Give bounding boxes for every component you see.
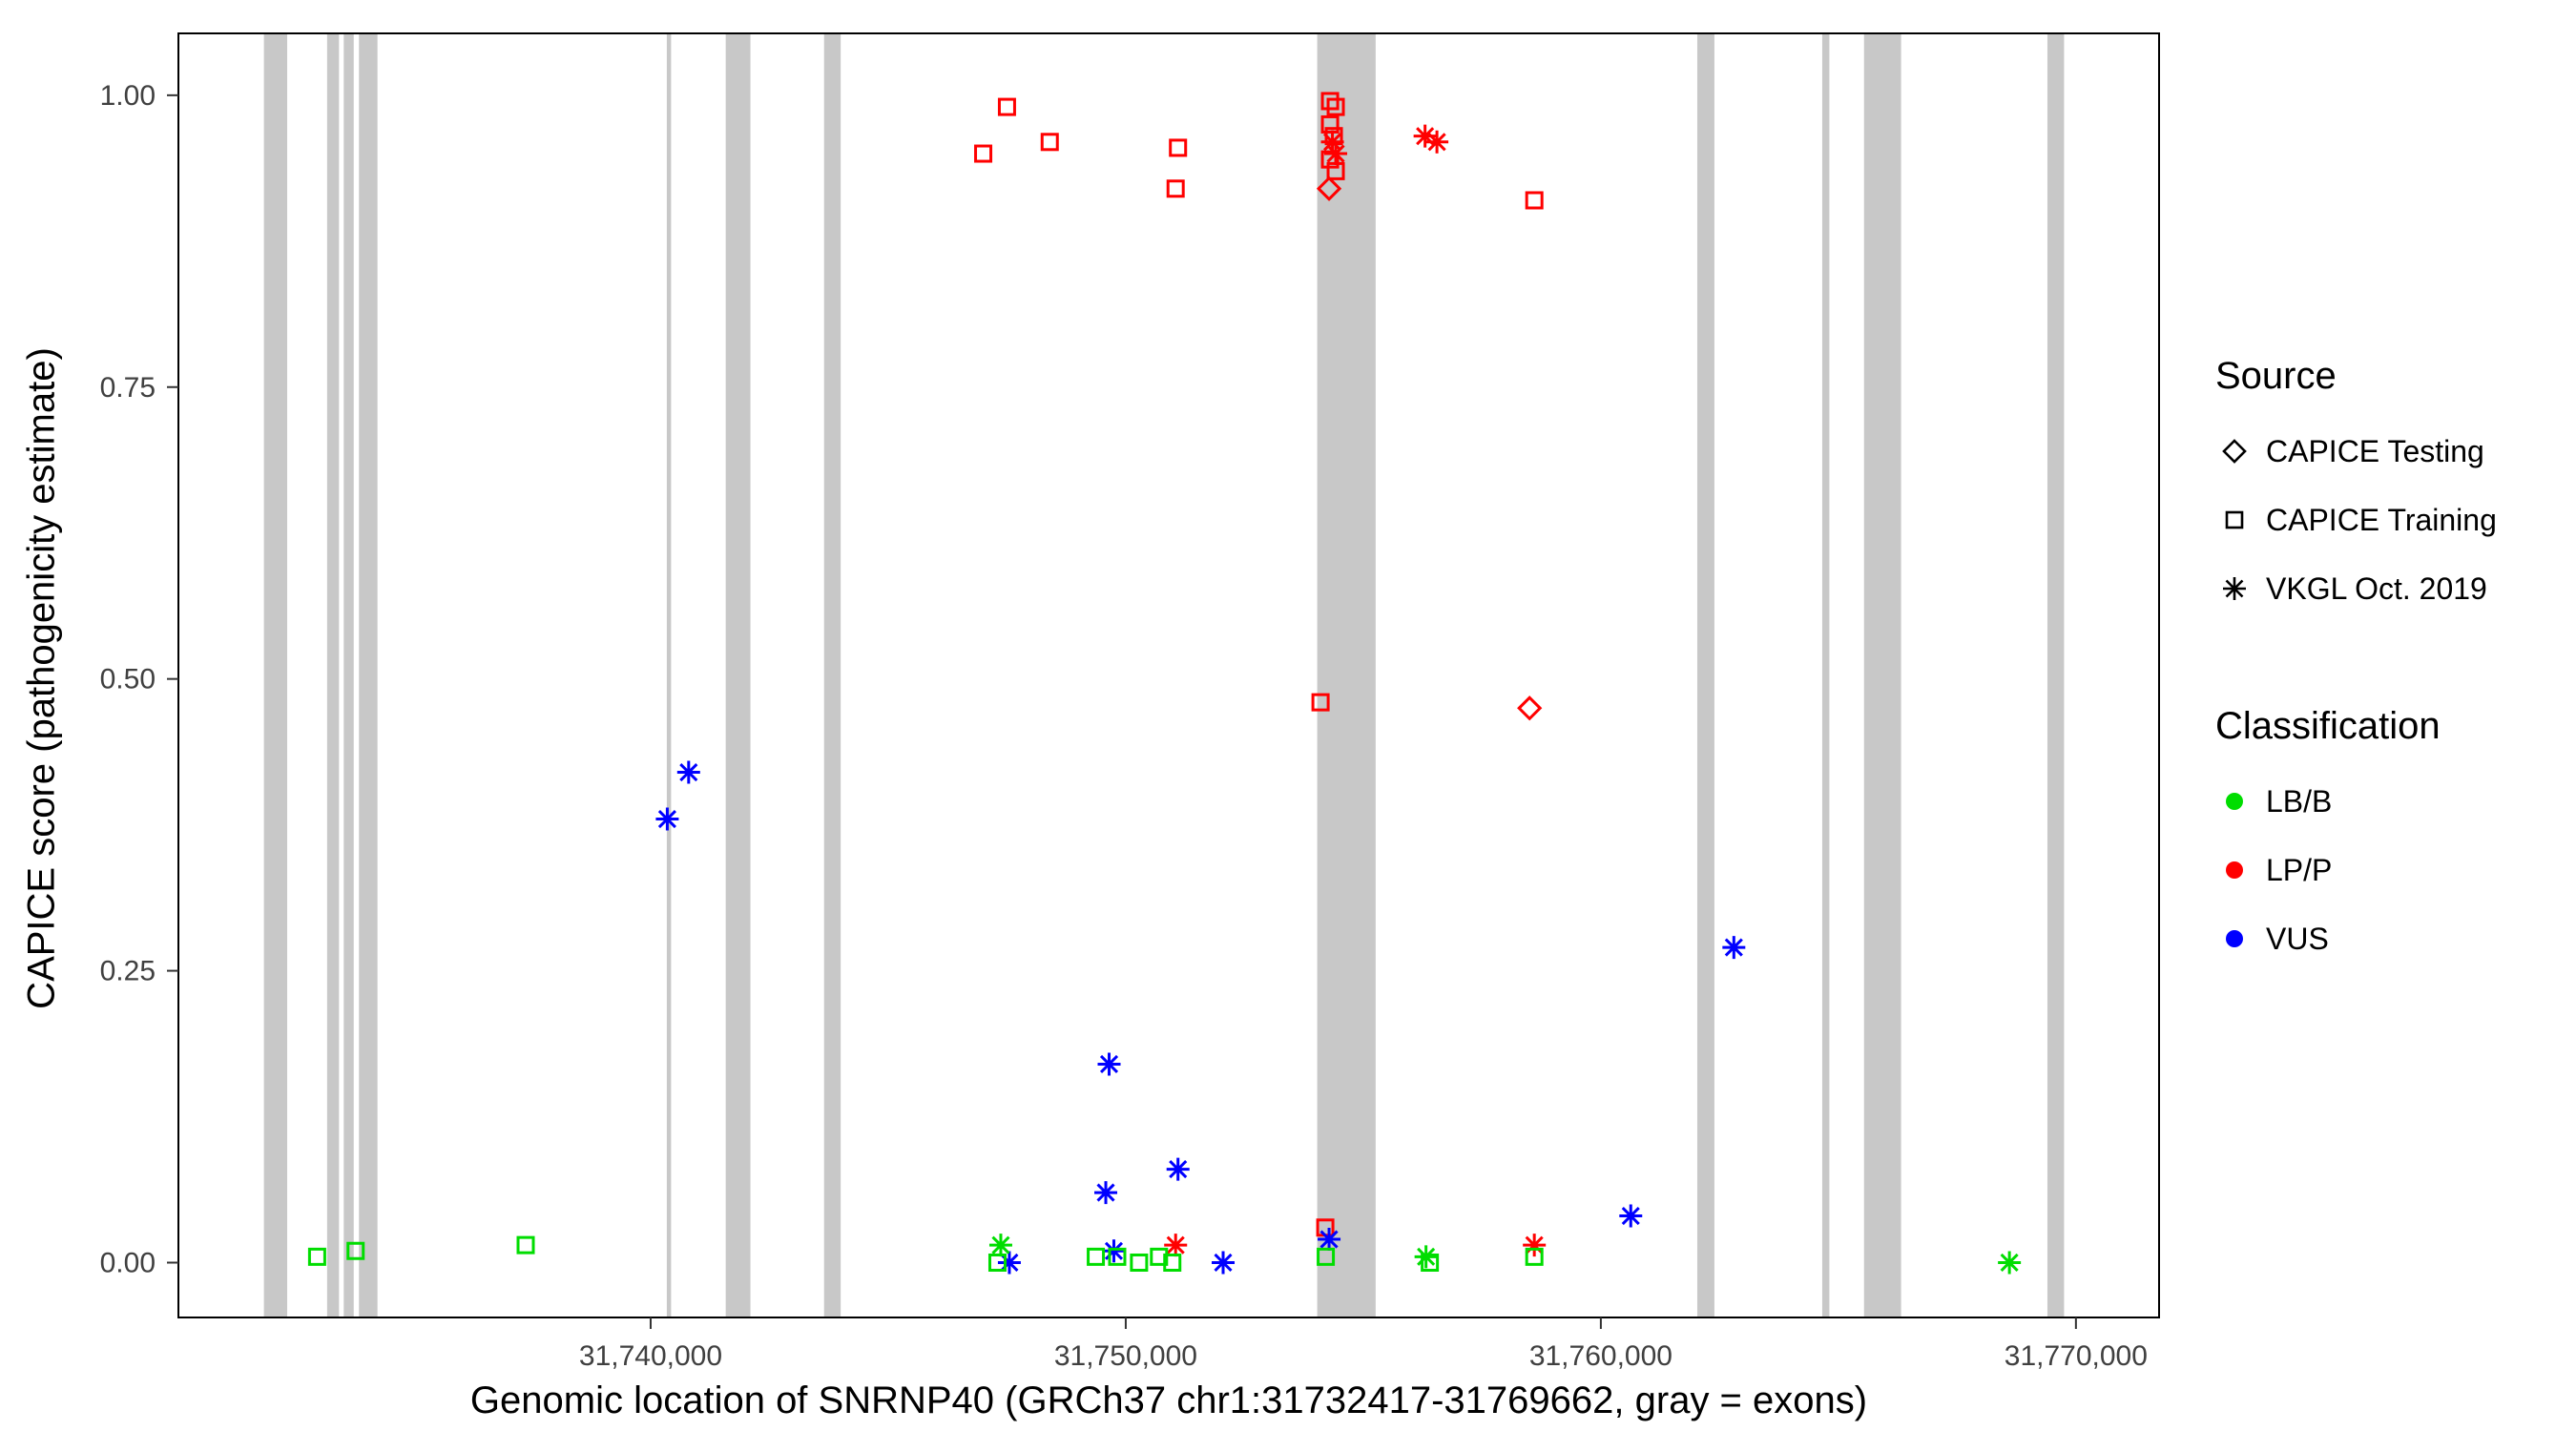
- data-point-square: [1320, 92, 1340, 111]
- data-point-square: [346, 1241, 365, 1260]
- data-point-square: [1326, 97, 1345, 116]
- data-point-asterisk: [1722, 936, 1746, 960]
- green-dot-icon: [2226, 793, 2243, 810]
- asterisk-icon: [2223, 577, 2246, 600]
- data-point-square: [307, 1247, 326, 1266]
- data-point-square: [1166, 179, 1185, 198]
- red-dot-icon: [2226, 861, 2243, 879]
- y-tick-label: 0.25: [100, 956, 156, 987]
- data-point-square: [997, 97, 1016, 116]
- legend-item-capice-testing: CAPICE Testing: [2215, 417, 2570, 486]
- data-point-asterisk: [1998, 1251, 2022, 1275]
- data-point-square: [1150, 1247, 1169, 1266]
- y-tick-label: 0.50: [100, 664, 156, 695]
- data-point-asterisk: [1102, 1239, 1126, 1263]
- data-point-asterisk: [1097, 1052, 1121, 1076]
- exon-band: [823, 33, 841, 1317]
- y-tick-label: 1.00: [100, 80, 156, 112]
- data-point-square: [1130, 1253, 1149, 1272]
- legend-item-lbb: LB/B: [2215, 767, 2570, 836]
- data-point-asterisk: [1320, 130, 1344, 154]
- exon-band: [666, 33, 672, 1317]
- data-point-square: [516, 1235, 535, 1255]
- data-point-square: [1163, 1253, 1182, 1272]
- legend-item-lpp: LP/P: [2215, 836, 2570, 904]
- data-point-square: [1040, 133, 1059, 152]
- data-point-asterisk: [1318, 1228, 1341, 1252]
- legend-item-vus: VUS: [2215, 904, 2570, 973]
- data-point-diamond: [1316, 176, 1342, 201]
- data-point-square: [1108, 1247, 1127, 1266]
- data-point-asterisk: [1166, 1157, 1190, 1181]
- legend-group-classification: Classification LB/B LP/P VUS: [2215, 705, 2570, 973]
- data-point-asterisk: [1212, 1251, 1236, 1275]
- data-point-square: [1320, 150, 1340, 169]
- exon-band: [1696, 33, 1714, 1317]
- exon-band: [1821, 33, 1830, 1317]
- exon-band: [359, 33, 378, 1317]
- exon-band: [343, 33, 354, 1317]
- exon-band: [326, 33, 340, 1317]
- x-tick-label: 31,740,000: [579, 1340, 722, 1372]
- panel-border: [177, 32, 2160, 1318]
- data-point-square: [1087, 1247, 1106, 1266]
- exon-band: [725, 33, 751, 1317]
- square-icon: [2225, 510, 2244, 529]
- legend-item-capice-training: CAPICE Training: [2215, 486, 2570, 554]
- exon-band: [1317, 33, 1376, 1317]
- data-point-square: [1525, 191, 1544, 210]
- exon-band: [263, 33, 288, 1317]
- data-point-asterisk: [1425, 130, 1449, 154]
- data-point-asterisk: [1523, 1234, 1547, 1257]
- legend-item-label: CAPICE Training: [2266, 502, 2497, 537]
- legend-item-vkgl: VKGL Oct. 2019: [2215, 554, 2570, 623]
- data-point-asterisk: [655, 807, 679, 831]
- data-point-square: [1311, 693, 1330, 712]
- legend-item-label: VKGL Oct. 2019: [2266, 570, 2487, 606]
- legend-item-label: VUS: [2266, 921, 2329, 956]
- data-point-asterisk: [1413, 124, 1437, 148]
- x-tick-label: 31,760,000: [1529, 1340, 1672, 1372]
- data-point-square: [1525, 1247, 1544, 1266]
- legend-item-label: LB/B: [2266, 783, 2333, 819]
- data-point-asterisk: [1324, 142, 1348, 166]
- data-point-square: [987, 1253, 1007, 1272]
- data-point-diamond: [1517, 695, 1543, 721]
- data-point-square: [974, 144, 993, 163]
- exon-band: [2046, 33, 2065, 1317]
- data-point-square: [1320, 114, 1340, 134]
- data-point-asterisk: [988, 1234, 1012, 1257]
- legend-classification-title: Classification: [2215, 705, 2441, 747]
- data-point-asterisk: [1414, 1245, 1438, 1269]
- legend: Source CAPICE Testing CAPICE Training VK…: [2215, 355, 2570, 973]
- diamond-icon: [2222, 439, 2247, 464]
- y-tick-label: 0.75: [100, 372, 156, 404]
- data-point-square: [1317, 1247, 1336, 1266]
- data-point-asterisk: [1094, 1181, 1118, 1205]
- data-point-asterisk: [1619, 1204, 1643, 1228]
- legend-group-source: Source CAPICE Testing CAPICE Training VK…: [2215, 355, 2570, 623]
- data-point-asterisk: [997, 1251, 1021, 1275]
- legend-item-label: CAPICE Testing: [2266, 433, 2484, 468]
- x-tick-label: 31,770,000: [2005, 1340, 2148, 1372]
- legend-item-label: LP/P: [2266, 852, 2333, 887]
- y-axis-title: CAPICE score (pathogenicity estimate): [20, 347, 63, 1009]
- exon-band: [1863, 33, 1901, 1317]
- x-tick-label: 31,750,000: [1054, 1340, 1197, 1372]
- y-tick-label: 0.00: [100, 1247, 156, 1278]
- x-axis-title: Genomic location of SNRNP40 (GRCh37 chr1…: [469, 1379, 1868, 1421]
- blue-dot-icon: [2226, 930, 2243, 947]
- data-point-asterisk: [676, 760, 700, 784]
- legend-source-title: Source: [2215, 355, 2337, 397]
- data-point-square: [1169, 138, 1188, 157]
- data-point-asterisk: [1164, 1234, 1188, 1257]
